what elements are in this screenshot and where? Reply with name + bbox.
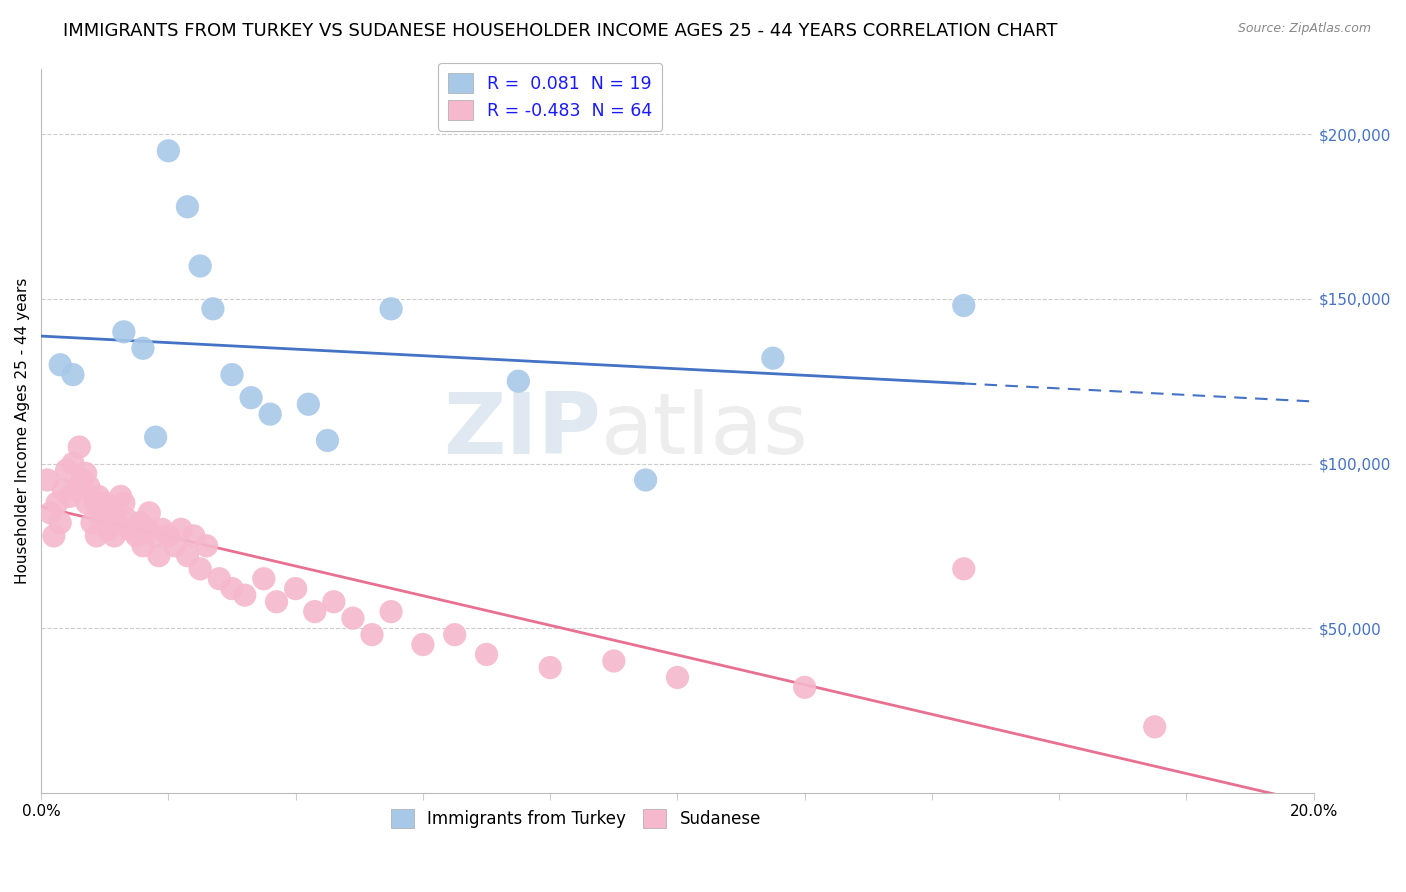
Point: [266, 595, 288, 609]
Point: [120, 522, 142, 536]
Point: [201, 301, 224, 316]
Point: [65, 483, 87, 497]
Point: [112, 496, 135, 510]
Point: [188, 259, 211, 273]
Point: [603, 654, 626, 668]
Point: [132, 341, 155, 355]
Point: [103, 529, 125, 543]
Point: [72, 473, 94, 487]
Legend: Immigrants from Turkey, Sudanese: Immigrants from Turkey, Sudanese: [384, 803, 768, 835]
Point: [183, 529, 205, 543]
Point: [443, 628, 465, 642]
Point: [163, 539, 186, 553]
Point: [39, 506, 62, 520]
Text: IMMIGRANTS FROM TURKEY VS SUDANESE HOUSEHOLDER INCOME AGES 25 - 44 YEARS CORRELA: IMMIGRANTS FROM TURKEY VS SUDANESE HOUSE…: [63, 22, 1057, 40]
Point: [176, 549, 198, 563]
Point: [952, 562, 974, 576]
Point: [100, 506, 122, 520]
Text: atlas: atlas: [602, 389, 808, 472]
Point: [259, 407, 281, 421]
Point: [110, 490, 132, 504]
Point: [253, 572, 276, 586]
Point: [342, 611, 364, 625]
Point: [195, 539, 218, 553]
Point: [87, 490, 110, 504]
Point: [762, 351, 785, 366]
Point: [125, 529, 148, 543]
Point: [170, 522, 193, 536]
Point: [316, 434, 339, 448]
Point: [157, 144, 180, 158]
Point: [46, 496, 69, 510]
Point: [37, 473, 59, 487]
Point: [240, 391, 263, 405]
Point: [112, 325, 135, 339]
Point: [97, 522, 120, 536]
Point: [793, 681, 815, 695]
Point: [52, 483, 75, 497]
Point: [284, 582, 307, 596]
Point: [150, 522, 173, 536]
Point: [115, 512, 138, 526]
Point: [380, 605, 402, 619]
Point: [55, 463, 77, 477]
Point: [233, 588, 256, 602]
Point: [412, 638, 434, 652]
Point: [93, 496, 115, 510]
Point: [538, 660, 561, 674]
Point: [176, 200, 198, 214]
Point: [84, 496, 107, 510]
Point: [132, 539, 155, 553]
Point: [75, 467, 97, 481]
Point: [145, 430, 167, 444]
Point: [62, 457, 84, 471]
Point: [380, 301, 402, 316]
Point: [59, 490, 82, 504]
Point: [107, 516, 129, 530]
Point: [128, 516, 150, 530]
Point: [77, 479, 100, 493]
Point: [304, 605, 326, 619]
Point: [148, 549, 170, 563]
Point: [188, 562, 211, 576]
Point: [157, 529, 180, 543]
Point: [90, 512, 112, 526]
Point: [361, 628, 384, 642]
Point: [76, 496, 98, 510]
Point: [49, 358, 72, 372]
Point: [1143, 720, 1166, 734]
Point: [138, 506, 160, 520]
Point: [42, 529, 65, 543]
Point: [952, 298, 974, 312]
Point: [62, 368, 84, 382]
Point: [221, 582, 243, 596]
Point: [135, 522, 157, 536]
Point: [80, 516, 103, 530]
Point: [475, 648, 498, 662]
Point: [49, 516, 72, 530]
Text: ZIP: ZIP: [443, 389, 602, 472]
Point: [221, 368, 243, 382]
Point: [297, 397, 319, 411]
Point: [67, 440, 90, 454]
Text: Source: ZipAtlas.com: Source: ZipAtlas.com: [1237, 22, 1371, 36]
Point: [508, 374, 530, 388]
Point: [322, 595, 344, 609]
Point: [208, 572, 231, 586]
Point: [86, 529, 108, 543]
Point: [666, 670, 689, 684]
Point: [145, 529, 167, 543]
Point: [634, 473, 657, 487]
Y-axis label: Householder Income Ages 25 - 44 years: Householder Income Ages 25 - 44 years: [15, 277, 30, 583]
